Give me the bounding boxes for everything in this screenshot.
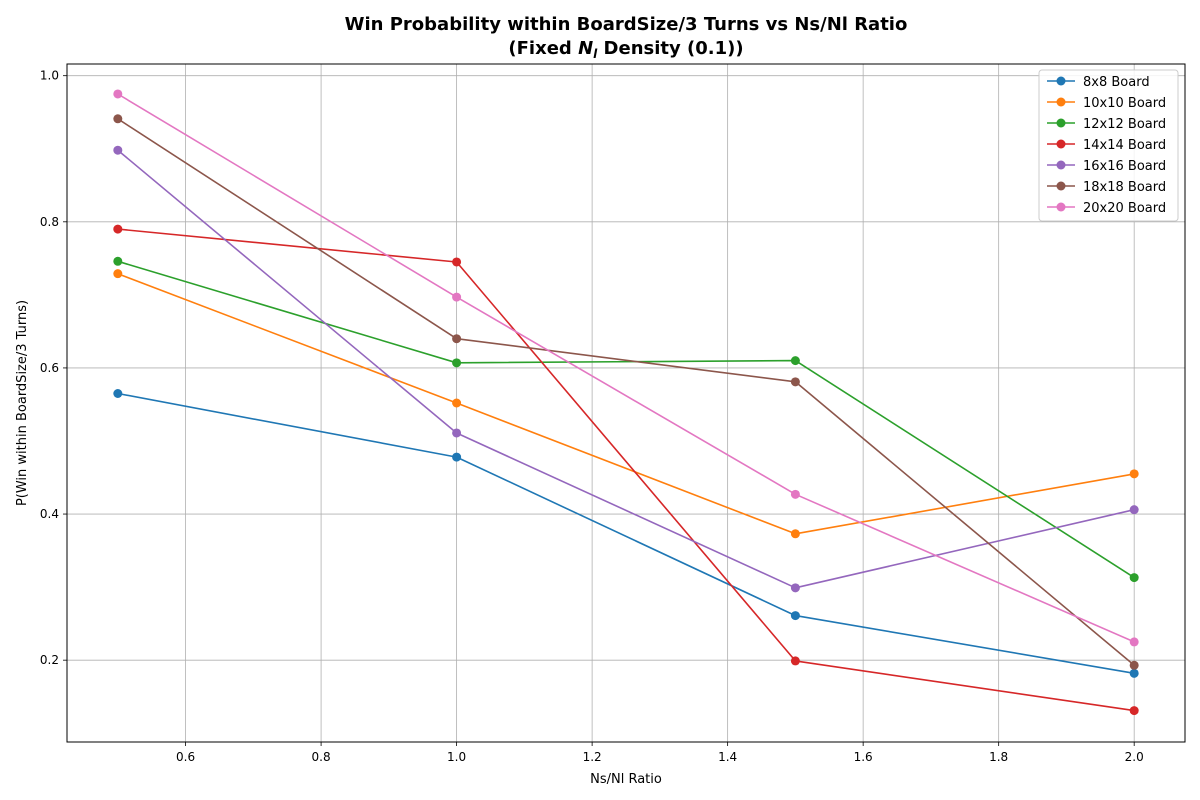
data-point (1129, 637, 1139, 647)
data-point (452, 398, 462, 408)
data-point (1129, 469, 1139, 479)
legend-label: 14x14 Board (1083, 138, 1166, 153)
legend: 8x8 Board 10x10 Board 12x12 Board 14x14 Boa… (1038, 69, 1179, 222)
legend-label: 12x12 Board (1083, 117, 1166, 132)
series-5 (113, 145, 1139, 593)
data-point (790, 656, 800, 666)
data-point (790, 377, 800, 387)
data-point (790, 583, 800, 593)
series-line (117, 118, 1135, 666)
data-point (452, 292, 462, 302)
series-2 (113, 269, 1139, 539)
series-line (117, 272, 1135, 535)
x-tick-label: 1.2 (583, 750, 602, 764)
legend-item-4: 14x14 Board (1047, 138, 1166, 153)
y-tick-label: 0.8 (40, 215, 59, 229)
series-4 (113, 224, 1139, 716)
data-point (113, 224, 123, 234)
chart-title-suffix: Density (0.1)) (597, 38, 743, 59)
legend-label: 10x10 Board (1083, 96, 1166, 111)
chart-title-line2: (Fixed Nl Density (0.1)) (508, 38, 743, 61)
x-tick-label: 0.6 (176, 750, 195, 764)
data-point (113, 114, 123, 124)
data-point (1129, 660, 1139, 670)
legend-marker (1056, 118, 1066, 128)
grid (67, 64, 1185, 742)
data-point (790, 356, 800, 366)
legend-marker (1056, 139, 1066, 149)
y-tick-label: 0.2 (40, 653, 59, 667)
series-line (117, 392, 1135, 675)
data-point (452, 358, 462, 368)
chart-title-subscript: l (593, 47, 598, 61)
chart-title-line1: Win Probability within BoardSize/3 Turns… (345, 14, 908, 35)
x-tick-label: 1.4 (718, 750, 737, 764)
legend-item-6: 18x18 Board (1047, 180, 1166, 195)
data-point (113, 389, 123, 399)
legend-label: 18x18 Board (1083, 180, 1166, 195)
series-layer (113, 89, 1139, 716)
data-point (452, 257, 462, 267)
legend-label: 8x8 Board (1083, 75, 1150, 90)
y-axis-label: P(Win within BoardSize/3 Turns) (15, 300, 30, 506)
data-point (113, 145, 123, 155)
legend-item-5: 16x16 Board (1047, 159, 1166, 174)
series-line (117, 228, 1135, 712)
legend-label: 20x20 Board (1083, 201, 1166, 216)
x-axis-ticks: 0.6 0.8 1.0 1.2 1.4 1.6 1.8 2.0 (176, 742, 1144, 764)
series-3 (113, 256, 1139, 583)
legend-item-1: 8x8 Board (1047, 75, 1150, 90)
data-point (113, 89, 123, 99)
data-point (113, 269, 123, 279)
chart-title-symbol: N (578, 38, 593, 59)
x-tick-label: 1.8 (989, 750, 1008, 764)
legend-item-3: 12x12 Board (1047, 117, 1166, 132)
y-tick-label: 0.4 (40, 507, 59, 521)
x-tick-label: 0.8 (312, 750, 331, 764)
y-tick-label: 1.0 (40, 69, 59, 83)
data-point (1129, 573, 1139, 583)
series-6 (113, 114, 1139, 670)
legend-box (1038, 69, 1179, 222)
legend-marker (1056, 202, 1066, 212)
legend-marker (1056, 181, 1066, 191)
series-line (117, 260, 1135, 579)
legend-marker (1056, 76, 1066, 86)
x-tick-label: 1.6 (854, 750, 873, 764)
series-7 (113, 89, 1139, 647)
chart-title-prefix: (Fixed (508, 38, 578, 59)
data-point (452, 334, 462, 344)
y-axis-ticks: 0.2 0.4 0.6 0.8 1.0 (40, 69, 67, 667)
data-point (790, 529, 800, 539)
legend-label: 16x16 Board (1083, 159, 1166, 174)
data-point (790, 611, 800, 621)
x-axis-label: Ns/Nl Ratio (590, 772, 662, 787)
plot-frame (66, 63, 1186, 743)
data-point (1129, 505, 1139, 515)
data-point (790, 489, 800, 499)
data-point (452, 452, 462, 462)
data-point (1129, 706, 1139, 716)
legend-marker (1056, 97, 1066, 107)
series-line (117, 93, 1135, 643)
legend-item-2: 10x10 Board (1047, 96, 1166, 111)
series-line (117, 149, 1135, 589)
data-point (1129, 668, 1139, 678)
legend-marker (1056, 160, 1066, 170)
x-tick-label: 1.0 (447, 750, 466, 764)
data-point (452, 428, 462, 438)
x-tick-label: 2.0 (1125, 750, 1144, 764)
legend-item-7: 20x20 Board (1047, 201, 1166, 216)
data-point (113, 256, 123, 266)
y-tick-label: 0.6 (40, 361, 59, 375)
series-1 (113, 389, 1139, 678)
